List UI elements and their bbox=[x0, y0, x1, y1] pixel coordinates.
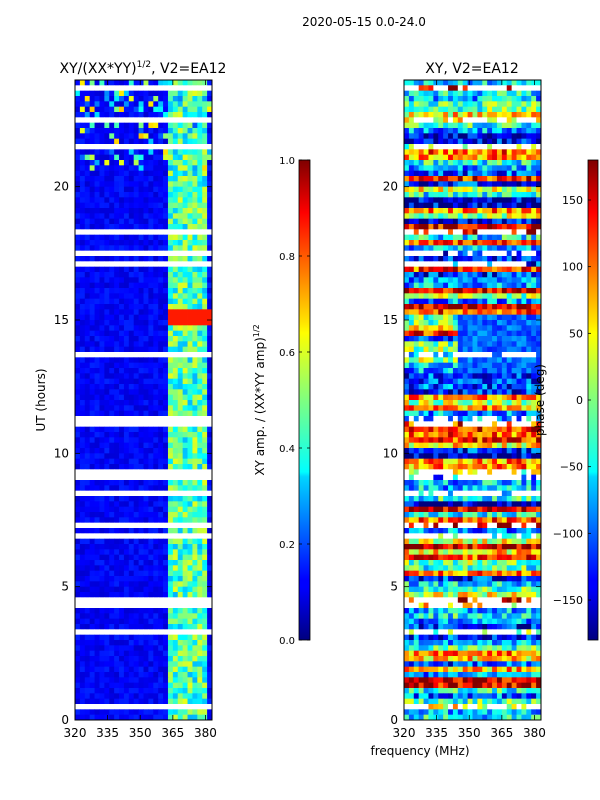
colorbar-tick-label: −50 bbox=[560, 461, 583, 474]
y-tick-label: 15 bbox=[54, 313, 69, 327]
colorbar-tick-label: −150 bbox=[553, 594, 583, 607]
y-tick-label: 5 bbox=[61, 580, 69, 594]
amplitude-colorbar-ticks: 0.0 0.2 0.4 0.6 0.8 1.0 bbox=[279, 156, 310, 647]
y-tick-label: 0 bbox=[390, 713, 398, 727]
x-tick-label: 350 bbox=[458, 726, 481, 740]
x-tick-label: 365 bbox=[161, 726, 184, 740]
x-tick-label: 365 bbox=[490, 726, 513, 740]
y-tick-label: 10 bbox=[54, 446, 69, 460]
colorbar-tick-label: 150 bbox=[562, 194, 583, 207]
y-tick-label: 15 bbox=[383, 313, 398, 327]
x-tick-label: 335 bbox=[96, 726, 119, 740]
x-axis-label: frequency (MHz) bbox=[370, 744, 469, 758]
left-axes-frame bbox=[74, 79, 213, 721]
y-tick-label: 5 bbox=[390, 580, 398, 594]
right-axes-frame bbox=[403, 79, 542, 721]
figure-suptitle: 2020-05-15 0.0-24.0 bbox=[302, 15, 426, 29]
left-axis-ticks: 320 335 350 365 380 0 5 10 15 20 bbox=[54, 80, 217, 740]
y-tick-label: 0 bbox=[61, 713, 69, 727]
amplitude-colorbar-label: XY amp. / (XX*YY amp)1/2 bbox=[252, 324, 267, 475]
colorbar-tick-label: 0 bbox=[576, 394, 583, 407]
colorbar-tick-label: 0.6 bbox=[279, 348, 295, 359]
left-panel-title: XY/(XX*YY)1/2, V2=EA12 bbox=[60, 60, 227, 77]
x-tick-label: 335 bbox=[425, 726, 448, 740]
colorbar-tick-label: 100 bbox=[562, 261, 583, 274]
y-tick-label: 20 bbox=[54, 180, 69, 194]
x-tick-label: 380 bbox=[523, 726, 546, 740]
colorbar-tick-label: 1.0 bbox=[279, 156, 295, 167]
colorbar-tick-label: 0.0 bbox=[279, 636, 295, 647]
x-tick-label: 350 bbox=[129, 726, 152, 740]
right-panel-title: XY, V2=EA12 bbox=[425, 61, 519, 77]
phase-heatmap bbox=[404, 80, 541, 720]
colorbar-tick-label: −100 bbox=[553, 527, 583, 540]
phase-colorbar-ticks: 150 100 50 0 −50 −100 −150 bbox=[553, 194, 591, 607]
amplitude-colorbar bbox=[298, 159, 311, 641]
x-tick-label: 320 bbox=[64, 726, 87, 740]
y-axis-label: UT (hours) bbox=[34, 368, 48, 431]
amplitude-heatmap bbox=[75, 80, 212, 720]
phase-colorbar-label: phase (deg) bbox=[533, 364, 547, 436]
right-axis-ticks: 320 335 350 365 380 0 5 10 15 20 bbox=[383, 80, 546, 740]
x-tick-label: 380 bbox=[194, 726, 217, 740]
y-tick-label: 10 bbox=[383, 446, 398, 460]
colorbar-tick-label: 0.8 bbox=[279, 252, 295, 263]
colorbar-tick-label: 50 bbox=[569, 327, 583, 340]
y-tick-label: 20 bbox=[383, 180, 398, 194]
colorbar-tick-label: 0.4 bbox=[279, 444, 295, 455]
colorbar-tick-label: 0.2 bbox=[279, 540, 295, 551]
x-tick-label: 320 bbox=[393, 726, 416, 740]
